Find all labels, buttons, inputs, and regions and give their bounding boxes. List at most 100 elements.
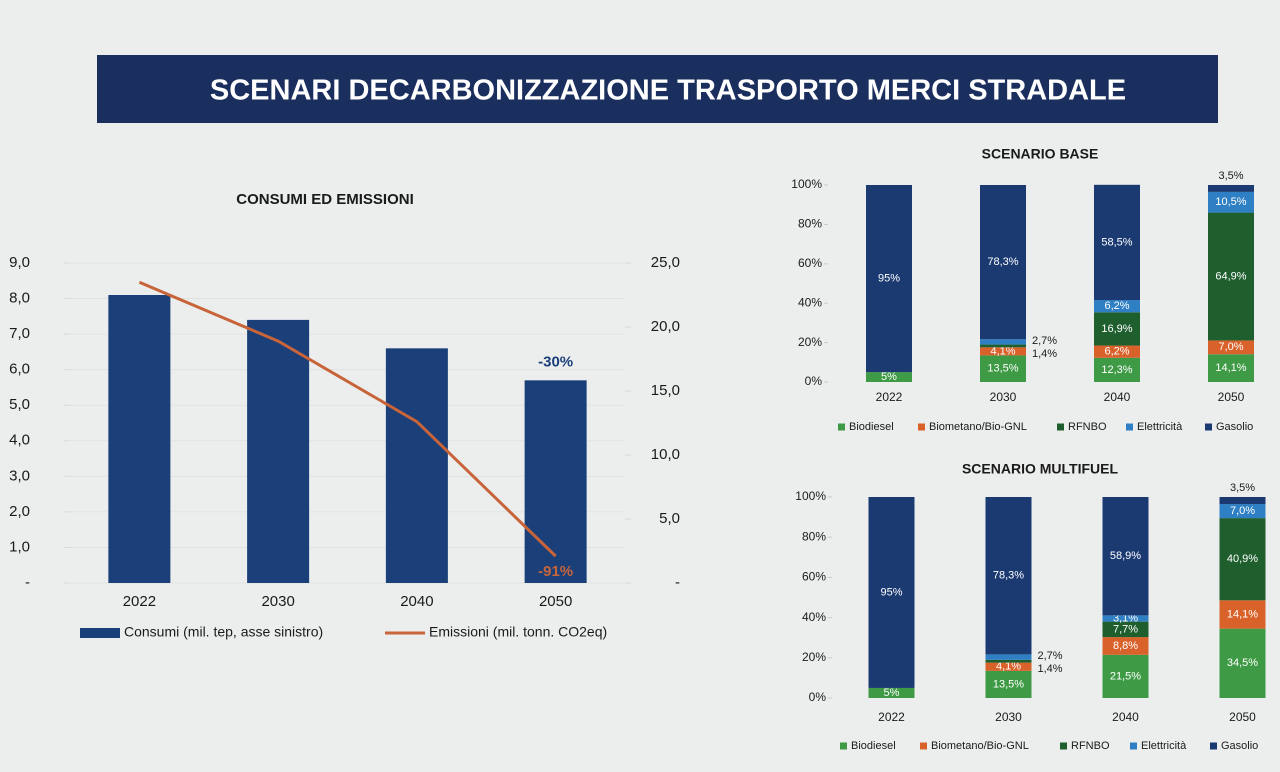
y-tick-label: 8,0	[9, 290, 30, 307]
y-tick-label: 4,0	[9, 432, 30, 449]
value-label: 3,5%	[1230, 482, 1255, 494]
value-label: 4,1%	[996, 661, 1021, 673]
x-tick-label: 2040	[1112, 710, 1139, 724]
y-tick-label: 60%	[802, 570, 826, 584]
legend-label: Elettricità	[1141, 740, 1187, 752]
x-tick-label: 2022	[876, 390, 903, 404]
value-label: 5%	[884, 687, 900, 699]
y2-tick-label: 5,0	[659, 510, 680, 527]
y-tick-label: 7,0	[9, 325, 30, 342]
x-tick-label: 2050	[1218, 390, 1245, 404]
bar-segment	[985, 497, 1032, 655]
bar-segment	[1219, 628, 1266, 698]
bar-segment	[868, 687, 915, 698]
value-label: 6,2%	[1104, 346, 1129, 358]
bar-segment	[1208, 185, 1254, 192]
bar-segment	[980, 344, 1026, 348]
y-tick-label: 60%	[798, 256, 822, 270]
value-label: 78,3%	[987, 256, 1018, 268]
legend-swatch	[920, 742, 927, 750]
x-tick-label: 2030	[995, 710, 1022, 724]
legend-label: Biodiesel	[849, 421, 894, 433]
legend-label: Elettricità	[1137, 421, 1183, 433]
legend-swatch	[1205, 423, 1212, 431]
legend-label: Biometano/Bio-GNL	[929, 421, 1027, 433]
x-tick-label: 2040	[400, 593, 433, 610]
value-label: 1,4%	[1032, 348, 1057, 360]
chart-title: CONSUMI ED EMISSIONI	[236, 191, 414, 208]
annotation: -91%	[538, 563, 573, 580]
y-tick-label: 40%	[802, 610, 826, 624]
slide-title: SCENARI DECARBONIZZAZIONE TRASPORTO MERC…	[210, 75, 1126, 107]
bar-segment	[1102, 637, 1149, 655]
value-label: 16,9%	[1101, 323, 1132, 335]
y-tick-label: 100%	[795, 489, 826, 503]
value-label: 21,5%	[1110, 670, 1141, 682]
value-label: 14,1%	[1215, 362, 1246, 374]
bar-segment	[868, 497, 915, 688]
bar-segment	[980, 347, 1026, 356]
y2-tick-label: 15,0	[651, 382, 680, 399]
y-tick-label: 0%	[809, 690, 827, 704]
bar	[385, 348, 448, 583]
bar-segment	[1102, 621, 1149, 638]
value-label: 40,9%	[1227, 553, 1258, 565]
bar-segment	[866, 185, 912, 373]
bar-segment	[1208, 212, 1254, 341]
legend-swatch	[1210, 742, 1217, 750]
bar-segment	[1102, 654, 1149, 698]
value-label: 1,4%	[1038, 663, 1063, 675]
y2-tick-label: -	[675, 574, 680, 591]
bar-segment	[1094, 300, 1140, 313]
x-tick-label: 2030	[261, 593, 294, 610]
legend-swatch	[1057, 423, 1064, 431]
y-tick-label: 3,0	[9, 467, 30, 484]
legend-swatch	[840, 742, 847, 750]
bar-segment	[980, 355, 1026, 382]
bar-segment	[1219, 600, 1266, 629]
y-tick-label: 80%	[802, 529, 826, 543]
value-label: 3,5%	[1218, 170, 1243, 182]
value-label: 58,5%	[1101, 236, 1132, 248]
legend-swatch	[1126, 423, 1133, 431]
x-tick-label: 2022	[878, 710, 905, 724]
legend-label: Gasolio	[1221, 740, 1258, 752]
legend-label: Gasolio	[1216, 421, 1253, 433]
value-label: 12,3%	[1101, 364, 1132, 376]
legend-label: Biodiesel	[851, 740, 896, 752]
legend-swatch	[1130, 742, 1137, 750]
legend-label: RFNBO	[1068, 421, 1107, 433]
bar-segment	[866, 372, 912, 382]
value-label: 2,7%	[1032, 335, 1057, 347]
bar-segment	[1208, 340, 1254, 355]
bar-segment	[985, 662, 1032, 671]
value-label: 2,7%	[1038, 650, 1063, 662]
y2-tick-label: 25,0	[651, 254, 680, 271]
bar-segment	[1219, 504, 1266, 519]
value-label: 7,0%	[1218, 341, 1243, 353]
bar-segment	[1219, 497, 1266, 505]
y-tick-label: -	[25, 574, 30, 591]
y-tick-label: 1,0	[9, 538, 30, 555]
chart-title: SCENARIO MULTIFUEL	[962, 461, 1119, 477]
legend-swatch	[80, 628, 120, 638]
legend-label: RFNBO	[1071, 740, 1110, 752]
bar-segment	[1094, 184, 1140, 301]
bar-segment	[980, 339, 1026, 345]
line	[138, 280, 557, 558]
y-tick-label: 80%	[798, 217, 822, 231]
bar-segment	[1208, 354, 1254, 382]
y-tick-label: 9,0	[9, 254, 30, 271]
value-label: 14,1%	[1227, 608, 1258, 620]
value-label: 7,7%	[1113, 623, 1138, 635]
value-label: 64,9%	[1215, 270, 1246, 282]
y-tick-label: 2,0	[9, 503, 30, 520]
legend-swatch	[838, 423, 845, 431]
value-label: 6,2%	[1104, 300, 1129, 312]
bar-segment	[1102, 497, 1149, 616]
y2-tick-label: 20,0	[651, 318, 680, 335]
bar-segment	[980, 185, 1026, 340]
y-tick-label: 6,0	[9, 361, 30, 378]
bar-segment	[1102, 615, 1149, 622]
